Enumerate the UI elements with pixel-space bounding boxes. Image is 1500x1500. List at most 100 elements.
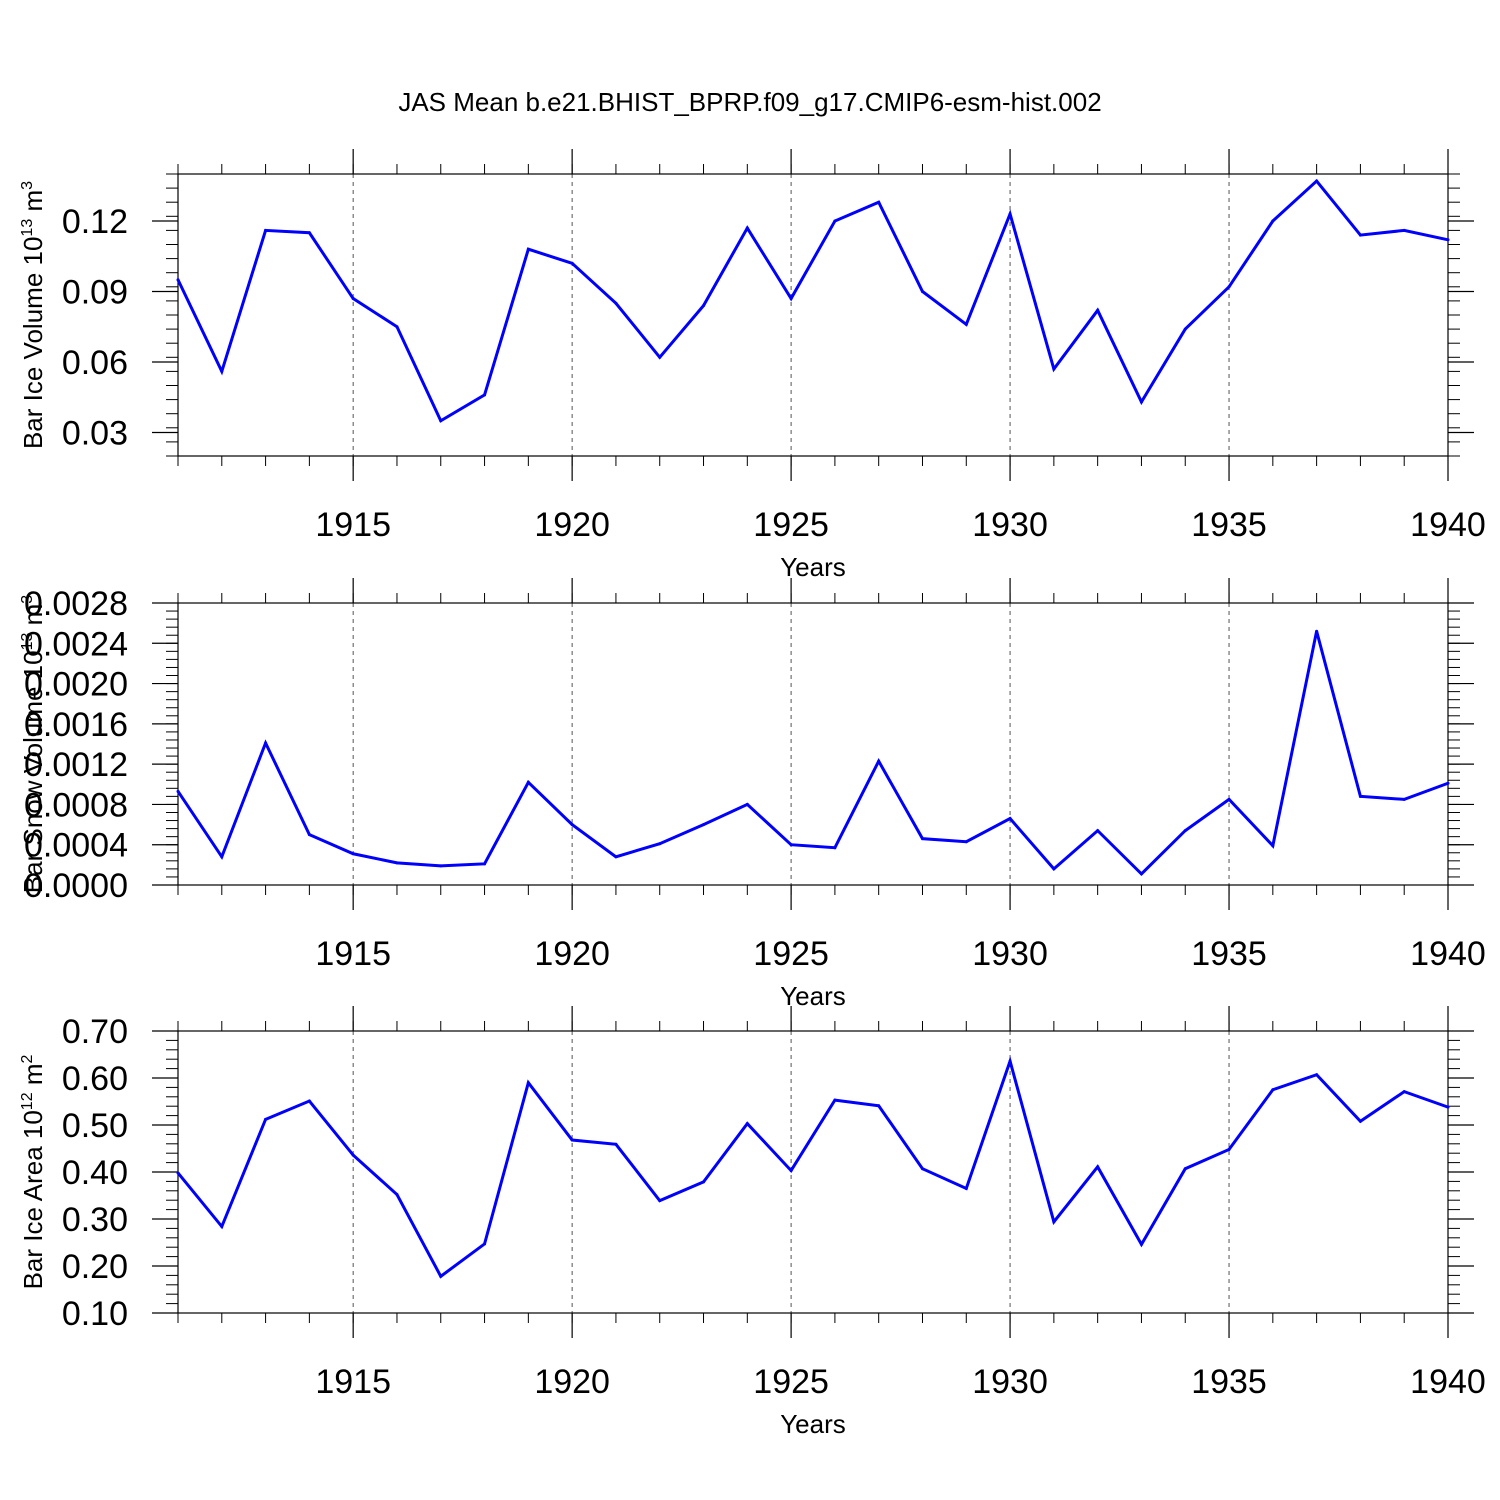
data-point (1139, 1242, 1143, 1246)
x-tick-label: 1920 (534, 935, 610, 973)
data-point (1183, 1167, 1187, 1171)
y-tick-label: 0.0012 (24, 746, 128, 784)
y-tick-label: 0.03 (62, 415, 128, 453)
x-tick-label: 1925 (753, 935, 829, 973)
y-label-unit: m (18, 604, 48, 633)
data-point (614, 855, 618, 859)
data-point (264, 741, 268, 745)
data-point (1227, 797, 1231, 801)
data-point (307, 231, 311, 235)
data-point (483, 862, 487, 866)
y-label-exponent: 13 (19, 632, 36, 650)
x-tick-label: 1920 (534, 506, 610, 544)
y-label-exponent: 13 (19, 219, 36, 237)
series-line (176, 1055, 1449, 1279)
y-label-unit: m (18, 190, 48, 219)
data-point (745, 802, 749, 806)
data-point (1315, 179, 1319, 183)
data-point (833, 219, 837, 223)
x-tick-label: 1915 (315, 506, 391, 544)
y-axis-label: Bar Snow Volume 1013 m3 (18, 595, 48, 894)
data-point (395, 861, 399, 865)
data-point (1096, 1165, 1100, 1169)
data-point (789, 297, 793, 301)
x-axis-label: Years (780, 981, 846, 1011)
plot-frame (177, 602, 1449, 886)
data-point (745, 1122, 749, 1126)
data-point (176, 278, 180, 282)
data-point (964, 1186, 968, 1190)
data-point (1402, 797, 1406, 801)
data-point (351, 1153, 355, 1157)
data-point (1096, 308, 1100, 312)
series-line (176, 630, 1449, 877)
data-point (745, 226, 749, 230)
x-tick-label: 1940 (1410, 506, 1486, 544)
x-tick-label: 1915 (315, 935, 391, 973)
data-point (1183, 327, 1187, 331)
chart-panel-3: 1915 1920 1925 1930 1935 1940 0.10 0.20 0.30 0.40… (18, 1006, 1486, 1439)
figure-title: JAS Mean b.e21.BHIST_BPRP.f09_g17.CMIP6-… (398, 87, 1101, 117)
data-point (1227, 1147, 1231, 1151)
x-tick-label: 1915 (315, 1363, 391, 1401)
data-point (1358, 794, 1362, 798)
y-label-unit-exponent: 2 (19, 1054, 36, 1063)
data-point (307, 1099, 311, 1103)
data-point (220, 855, 224, 859)
data-point (1315, 629, 1319, 633)
chart-panel-1: 1915 1920 1925 1930 1935 1940 0.03 0.06 0.09 0.12… (18, 149, 1486, 582)
y-tick-label: 0.12 (62, 203, 128, 241)
data-point (877, 759, 881, 763)
data-point (176, 1171, 180, 1175)
data-point (1052, 867, 1056, 871)
data-point (351, 852, 355, 856)
x-tick-label: 1935 (1191, 506, 1267, 544)
data-point (1008, 817, 1012, 821)
x-tick-label: 1930 (972, 1363, 1048, 1401)
data-point (1139, 400, 1143, 404)
y-axis-label: Bar Ice Volume 1013 m3 (18, 181, 48, 449)
data-point (1183, 829, 1187, 833)
y-tick-label: 0.30 (62, 1201, 128, 1239)
data-point (658, 355, 662, 359)
y-label-unit: m (18, 1063, 48, 1092)
data-point (526, 780, 530, 784)
data-point (1271, 219, 1275, 223)
x-tick-label: 1930 (972, 506, 1048, 544)
chart-panel-2: 1915 1920 1925 1930 1935 19400.00000.00040.00… (18, 578, 1486, 1011)
data-point (1052, 1220, 1056, 1224)
data-point (702, 304, 706, 308)
data-point (1271, 844, 1275, 848)
data-point (614, 301, 618, 305)
y-tick-label: 0.40 (62, 1154, 128, 1192)
x-tick-label: 1935 (1191, 935, 1267, 973)
y-label-unit-exponent: 3 (19, 181, 36, 190)
x-tick-label: 1920 (534, 1363, 610, 1401)
data-point (570, 261, 574, 265)
data-point (614, 1142, 618, 1146)
data-point (1271, 1088, 1275, 1092)
y-label-text: Bar Ice Volume 10 (18, 237, 48, 449)
data-point (877, 1104, 881, 1108)
data-point (1402, 1090, 1406, 1094)
y-label-text: Bar Ice Area 10 (18, 1110, 48, 1289)
data-point (964, 322, 968, 326)
y-tick-label: 0.10 (62, 1295, 128, 1333)
y-label-text: Bar Snow Volume 10 (18, 650, 48, 893)
y-tick-label: 0.60 (62, 1060, 128, 1098)
data-point (395, 325, 399, 329)
y-tick-label: 0.20 (62, 1248, 128, 1286)
data-point (833, 1098, 837, 1102)
y-tick-label: 0.06 (62, 344, 128, 382)
y-tick-label: 0.0008 (24, 786, 128, 824)
data-point (1052, 367, 1056, 371)
y-tick-label: 0.0028 (24, 585, 128, 623)
x-tick-label: 1925 (753, 506, 829, 544)
data-point (176, 789, 180, 793)
y-label-unit-exponent: 3 (19, 595, 36, 604)
data-point (483, 393, 487, 397)
x-axis-label: Years (780, 552, 846, 582)
x-axis-label: Years (780, 1409, 846, 1439)
